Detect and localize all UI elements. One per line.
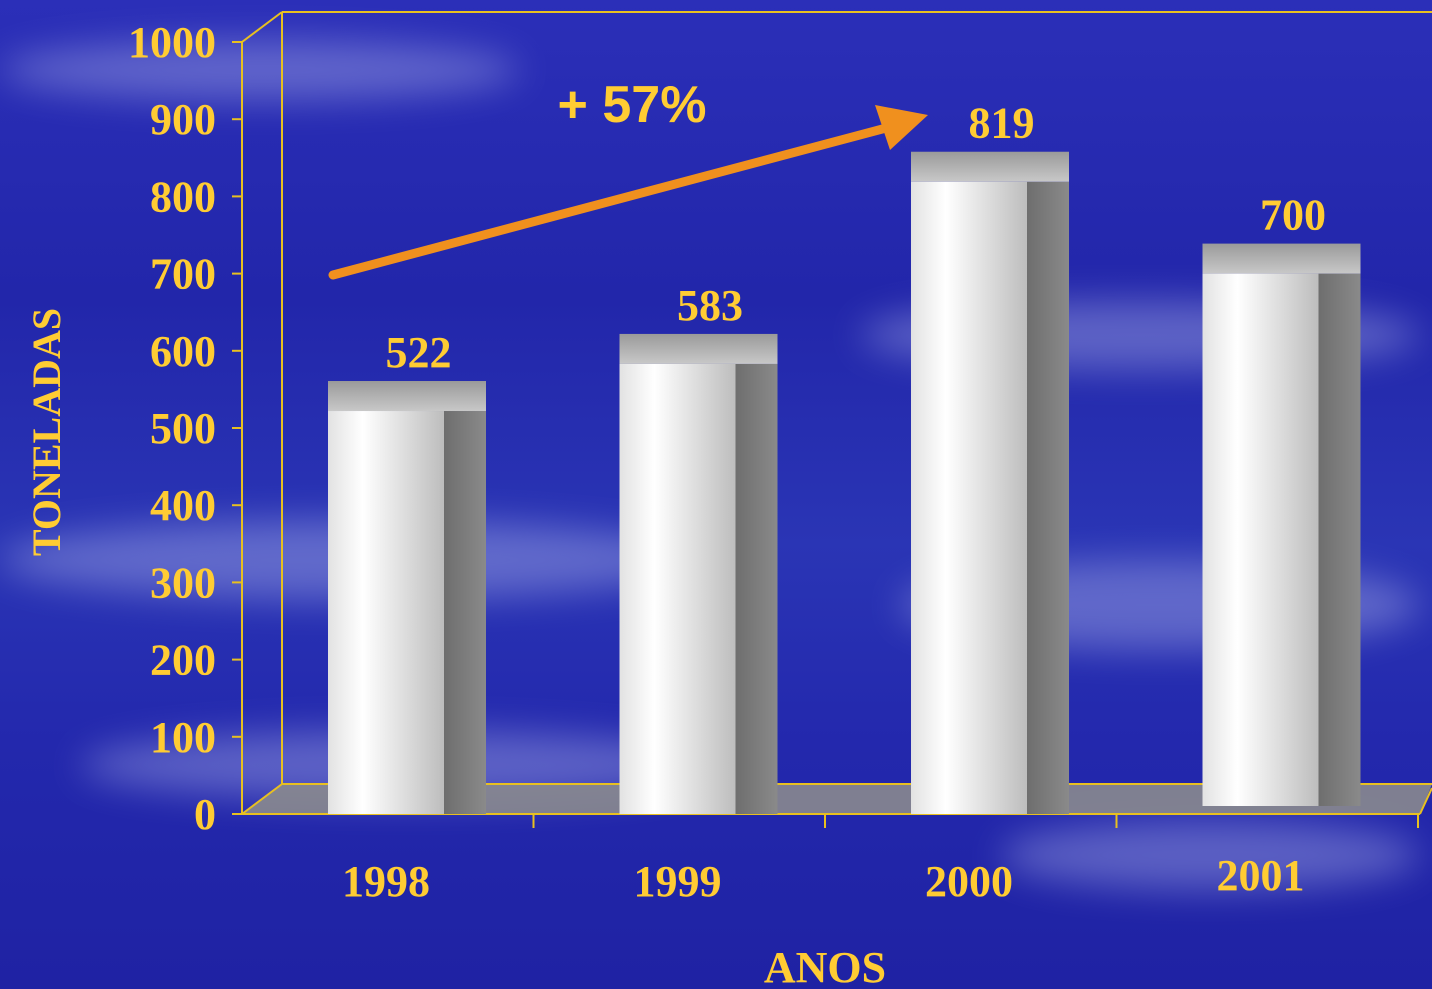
y-tick-label: 200 xyxy=(150,636,216,685)
y-axis-label: TONELADAS xyxy=(24,308,69,556)
bar-side xyxy=(444,411,486,814)
growth-arrow-head xyxy=(875,105,928,150)
x-axis-ticks: 1998 1999 2000 2001 xyxy=(342,814,1419,906)
growth-percent-label: + 57% xyxy=(558,76,707,134)
bar-top xyxy=(619,333,778,364)
cloud-decoration xyxy=(1000,820,1420,890)
y-tick-label: 900 xyxy=(150,95,216,144)
y-tick-label: 400 xyxy=(150,481,216,530)
bar-value-label: 700 xyxy=(1260,191,1326,240)
bar xyxy=(911,181,1027,814)
bar xyxy=(1202,273,1319,807)
bar xyxy=(328,411,444,814)
bar-top xyxy=(328,381,486,412)
bar-side xyxy=(1027,181,1069,814)
chart-floor xyxy=(242,784,1432,814)
x-tick-label: 2000 xyxy=(925,857,1013,906)
bar xyxy=(619,363,736,814)
bar-top xyxy=(911,151,1069,182)
x-tick-label: 1998 xyxy=(342,857,430,906)
bar-side xyxy=(735,363,778,814)
y-tick-label: 500 xyxy=(150,404,216,453)
floor-depth-line xyxy=(241,783,283,815)
y-tick-label: 800 xyxy=(150,172,216,221)
y-axis-ticks: 0 100 200 300 400 500 600 700 800 900 1000 xyxy=(128,18,242,839)
y-tick-label: 1000 xyxy=(128,18,216,67)
y-tick-label: 0 xyxy=(194,790,216,839)
bar-top xyxy=(1202,243,1361,274)
x-axis-label: ANOS xyxy=(764,943,886,989)
bars: 522 583 819 700 xyxy=(328,99,1361,814)
y-tick-label: 300 xyxy=(150,558,216,607)
y-tick-label: 700 xyxy=(150,250,216,299)
bar-value-label: 522 xyxy=(385,328,451,377)
cloud-decoration xyxy=(0,40,520,100)
y-tick-label: 100 xyxy=(150,713,216,762)
x-tick-label: 2001 xyxy=(1217,851,1305,900)
bar-value-label: 819 xyxy=(968,99,1034,148)
floor-right-edge xyxy=(1419,787,1432,815)
annotation-group: + 57% xyxy=(328,76,928,280)
bar-value-label: 583 xyxy=(677,281,743,330)
y-tick-label: 600 xyxy=(150,327,216,376)
bar-side xyxy=(1318,273,1361,807)
y-axis-depth-line xyxy=(241,11,283,43)
x-tick-label: 1999 xyxy=(634,857,722,906)
growth-arrow-shaft xyxy=(328,122,895,280)
